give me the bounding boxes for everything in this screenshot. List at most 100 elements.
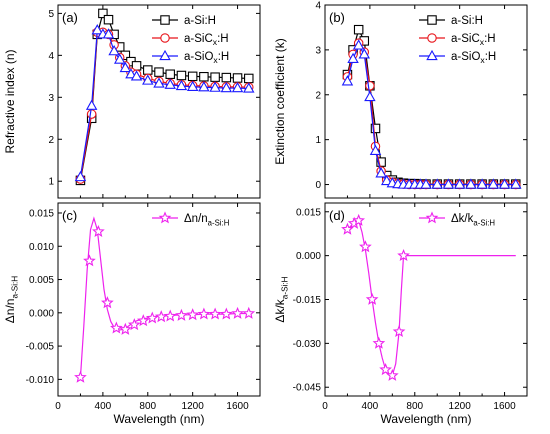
plot-area	[341, 24, 522, 190]
data-point-triangle	[487, 178, 500, 189]
legend-label: a-Si:H	[184, 15, 216, 27]
data-point-star	[372, 336, 386, 349]
label-subscript: x	[213, 55, 218, 65]
data-point-triangle	[380, 174, 393, 186]
label-subscript: a-Si:H	[473, 218, 495, 227]
panel-label: (a)	[62, 10, 78, 25]
x-axis-label: Wavelength (nm)	[381, 412, 472, 426]
legend-label: a-SiCx:H	[451, 33, 496, 47]
plot-area	[341, 213, 516, 381]
data-point-star	[392, 325, 406, 338]
y-tick-label: 3	[48, 93, 54, 104]
y-tick-label: 0.005	[29, 275, 54, 286]
legend-item: a-Si:H	[419, 15, 483, 27]
data-point-triangle	[369, 144, 382, 156]
y-tick-label: 4	[48, 51, 54, 62]
data-point-star	[92, 224, 105, 238]
data-point-circle	[86, 109, 97, 119]
data-point-square	[98, 8, 108, 19]
plot-area	[74, 216, 256, 383]
data-point-triangle	[364, 90, 376, 102]
x-tick-label: 800	[406, 401, 423, 412]
y-tick-label: 0	[315, 180, 321, 191]
legend-item: a-SiCx:H	[152, 33, 229, 47]
label-main: a-SiO	[451, 51, 480, 63]
data-point-square	[427, 15, 437, 25]
data-point-star	[118, 322, 132, 335]
data-point-triangle	[186, 80, 199, 91]
chart-panel-a: 1 2 3 4 5 Refractive index (n) (a) a-Si:H a-SiCx…	[3, 4, 261, 199]
label-main: a-SiO	[184, 51, 213, 63]
x-tick-label: 1600	[226, 401, 249, 412]
data-point-triangle	[119, 61, 132, 73]
data-point-star	[397, 248, 410, 262]
data-point-triangle	[347, 52, 359, 64]
y-tick-label: -0.045	[293, 383, 322, 394]
plot-frame	[57, 202, 261, 397]
data-point-triangle	[91, 24, 104, 35]
data-point-star	[83, 254, 96, 267]
data-point-triangle	[108, 45, 120, 56]
legend-label: Δk/ka-Si:H	[451, 213, 495, 227]
legend-item: a-SiOx:H	[152, 49, 229, 65]
x-tick-label: 400	[95, 401, 112, 412]
panel-label: (c)	[62, 208, 77, 223]
data-point-star	[231, 306, 244, 319]
data-point-star	[175, 308, 188, 321]
data-point-triangle	[125, 68, 137, 79]
data-point-triangle	[341, 75, 354, 86]
x-tick-label: 1200	[182, 401, 205, 412]
data-point-star	[425, 211, 439, 224]
data-point-triangle	[465, 178, 477, 189]
y-tick-label: 0.010	[29, 242, 54, 253]
data-point-triangle	[476, 178, 488, 189]
plot-frame	[57, 4, 261, 199]
y-tick-label: 2	[315, 90, 321, 101]
data-point-square	[103, 14, 114, 25]
data-point-triangle	[142, 74, 154, 85]
data-point-star	[136, 314, 150, 327]
plot-frame	[324, 202, 528, 397]
data-point-star	[365, 292, 379, 305]
data-point-square	[370, 123, 381, 134]
data-point-triangle	[74, 170, 87, 182]
data-point-triangle	[431, 178, 443, 189]
data-point-triangle	[85, 99, 98, 110]
y-tick-label: -0.030	[293, 339, 322, 350]
panel-label: (d)	[329, 208, 345, 223]
y-axis-label: Δn/na-Si:H	[3, 276, 20, 324]
data-point-triangle	[453, 178, 466, 189]
data-point-star	[101, 296, 114, 309]
y-tick-label: 0.015	[296, 207, 321, 218]
label-main: Δn/n	[3, 299, 17, 324]
chart-panel-c: 0 400 800 1200 1600 -0.010 -0.005 0.000 0.005 0.0…	[3, 202, 261, 426]
data-point-square	[160, 15, 170, 25]
data-point-triangle	[113, 53, 126, 64]
data-point-triangle	[209, 81, 221, 92]
x-tick-label: 800	[139, 401, 156, 412]
label-main: a-SiC	[184, 33, 213, 45]
plot-frame	[324, 4, 528, 199]
data-point-star	[242, 306, 256, 319]
data-point-triangle	[175, 79, 188, 91]
data-point-star	[379, 363, 392, 376]
data-point-triangle	[220, 81, 233, 93]
label-main: a-SiC	[451, 33, 480, 45]
chart-panel-b: 0 1 2 3 4 Extinction coefficient (k) (b) a-Si:H…	[273, 1, 528, 199]
label-main: :H	[484, 33, 496, 45]
label-subscript: a-Si:H	[11, 276, 20, 299]
data-point-triangle	[231, 81, 244, 93]
data-point-square	[244, 73, 254, 84]
y-tick-label: 4	[315, 1, 321, 12]
data-point-star	[127, 318, 141, 331]
data-point-circle	[365, 81, 375, 91]
y-tick-label: 0.015	[29, 208, 54, 219]
label-main: :H	[485, 51, 497, 63]
chart-panel-d: 0 400 800 1200 1600 -0.045 -0.030 -0.015 0.000 0.…	[273, 202, 528, 426]
data-point-triangle	[159, 49, 171, 61]
data-point-star	[197, 307, 211, 320]
y-axis-label: Δk/ka-Si:H	[273, 276, 290, 322]
label-subscript: x	[480, 55, 485, 65]
data-point-star	[154, 310, 168, 323]
